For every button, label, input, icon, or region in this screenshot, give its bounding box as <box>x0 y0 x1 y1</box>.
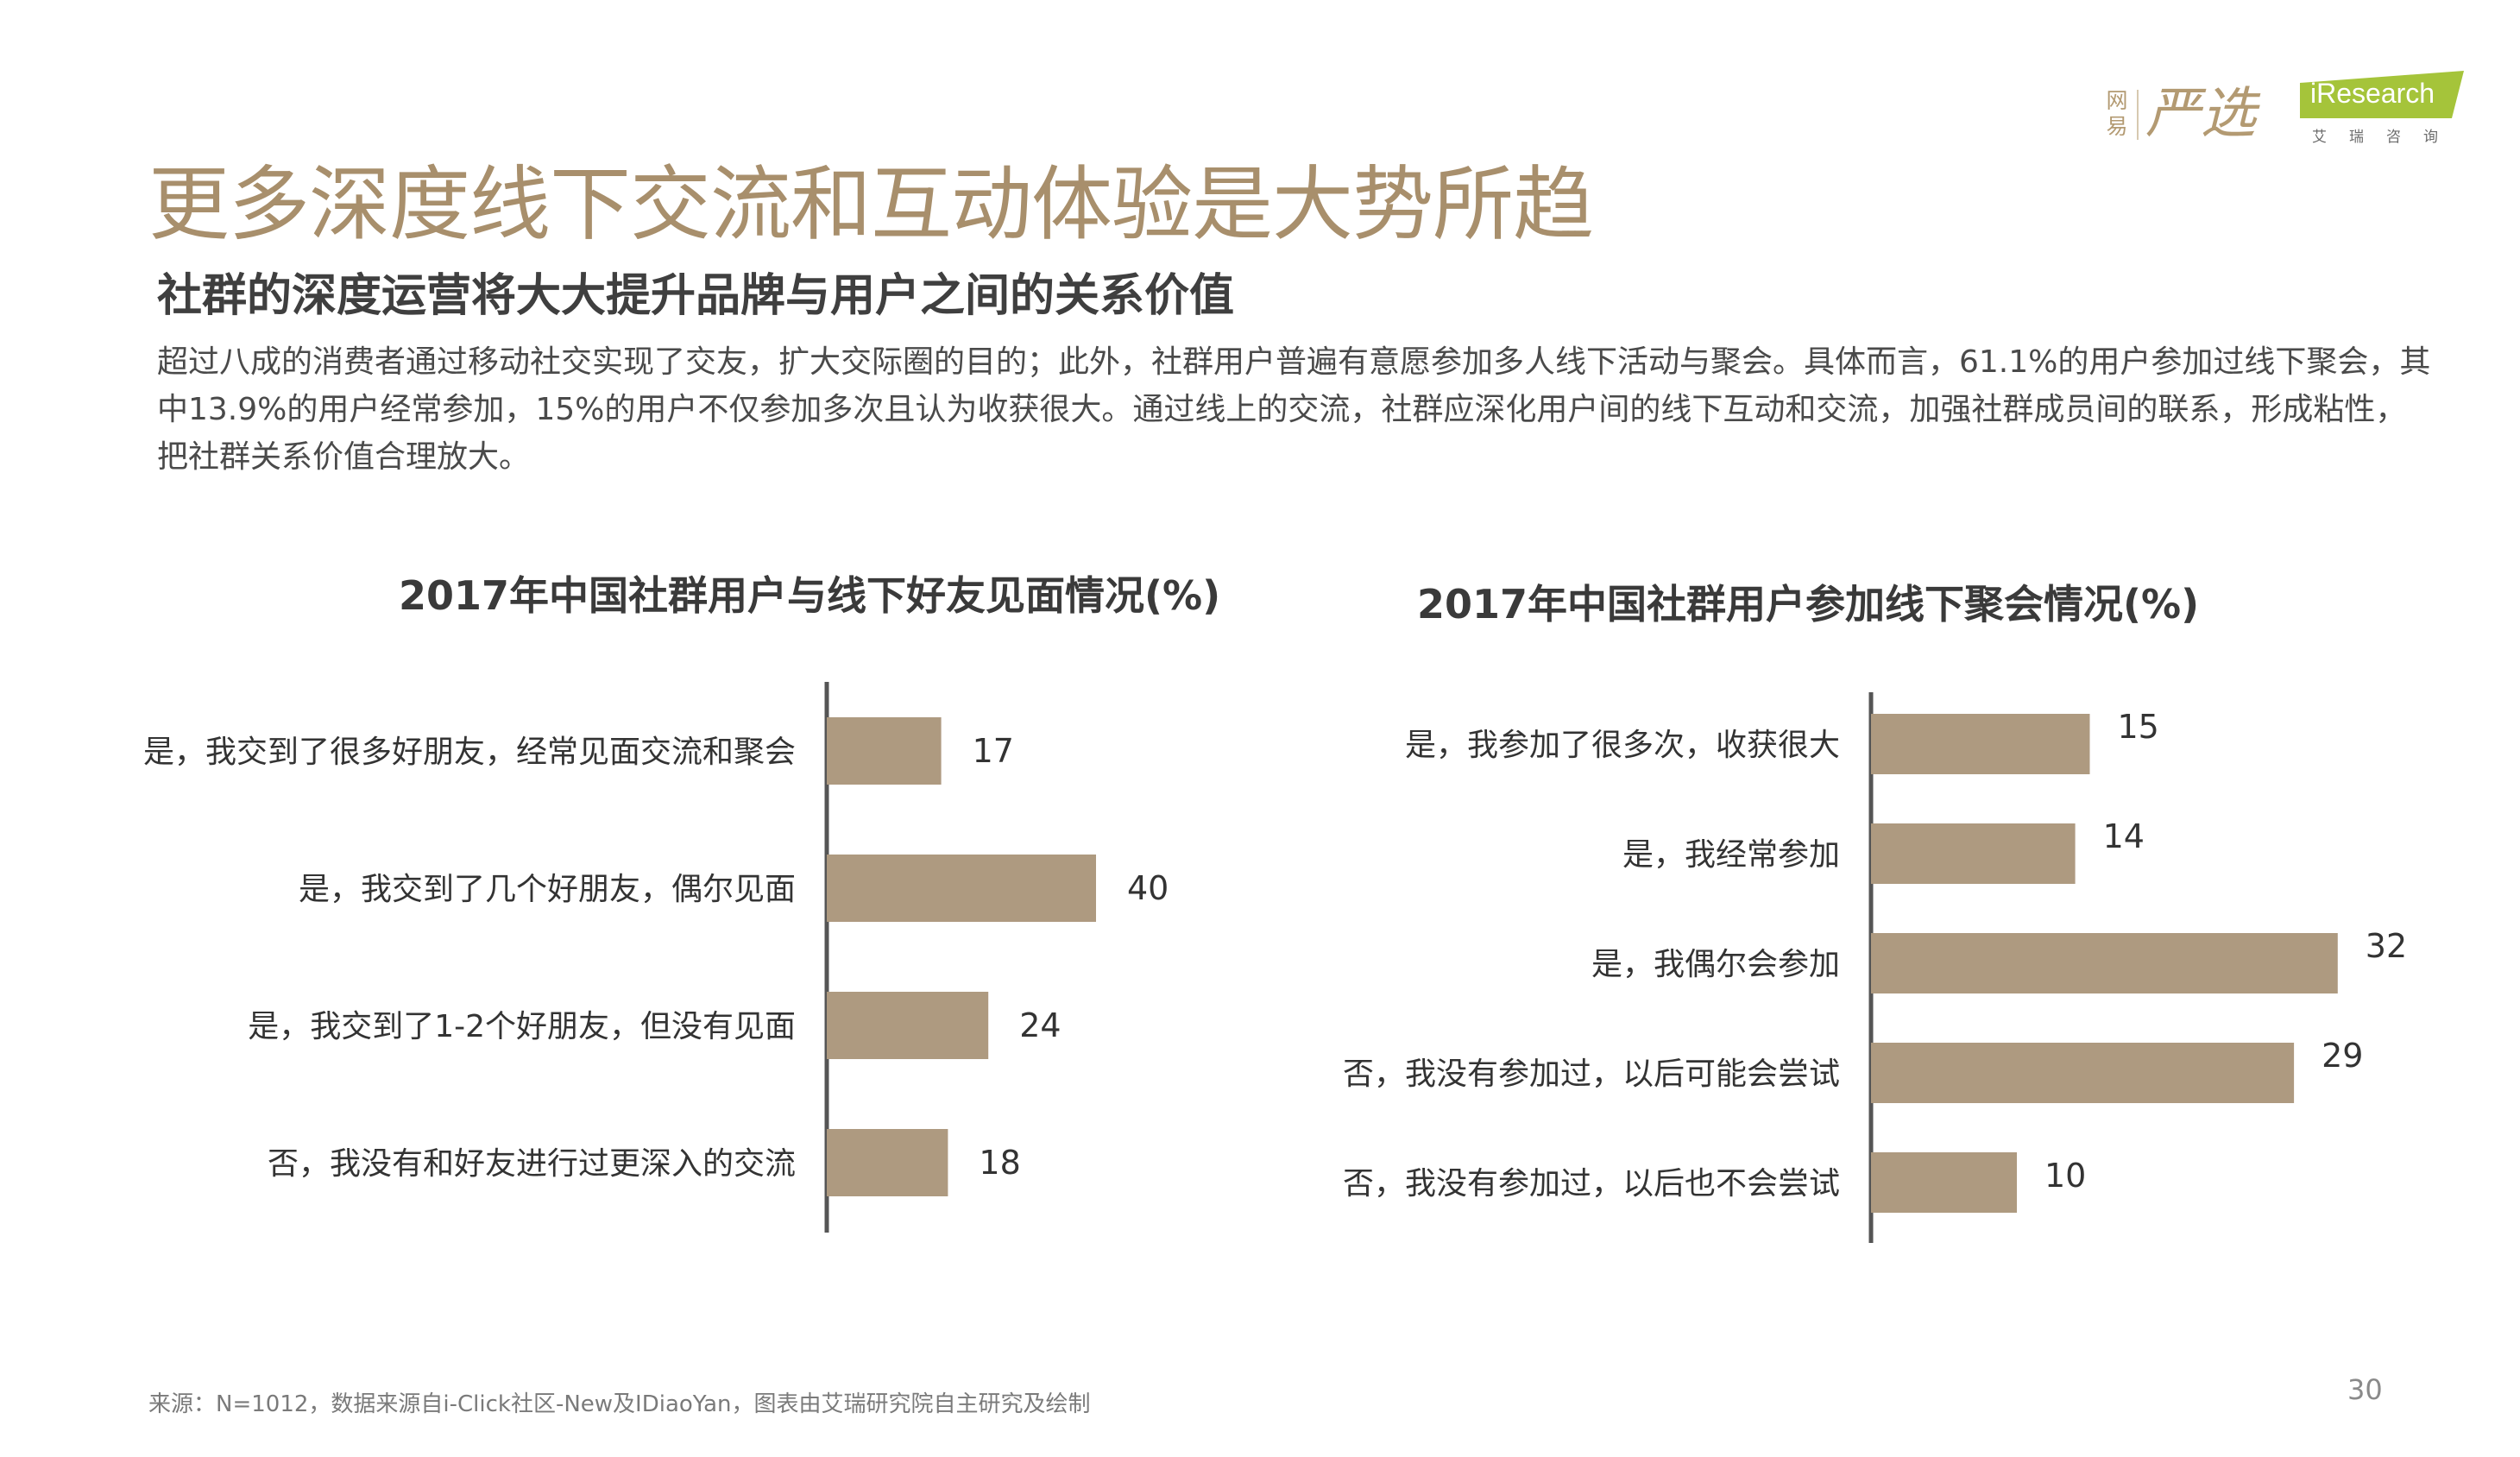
chart-1-value-label-0: 17 <box>973 732 1014 770</box>
chart-1-bar-3 <box>827 1129 948 1196</box>
chart-1-category-label-2: 是，我交到了1-2个好朋友，但没有见面 <box>248 1009 796 1044</box>
chart-2-value-label-0: 15 <box>2118 708 2159 746</box>
chart-2-value-label-1: 14 <box>2103 817 2145 855</box>
chart-2-bar-2 <box>1871 933 2338 993</box>
chart-1-value-label-3: 18 <box>979 1144 1020 1182</box>
yanxuan-logo: 网易 严选 <box>2095 79 2268 157</box>
page-number: 30 <box>2347 1373 2383 1406</box>
chart-1-value-label-2: 24 <box>1019 1006 1061 1044</box>
chart-1-bar-2 <box>827 992 989 1059</box>
page-title: 更多深度线下交流和互动体验是大势所趋 <box>148 158 1594 252</box>
chart-2-category-label-2: 是，我偶尔会参加 <box>1591 947 1840 982</box>
iresearch-logo-subtitle: 艾瑞咨询 <box>2312 129 2460 146</box>
yanxuan-logo-big-text: 严选 <box>2145 82 2256 146</box>
chart-2-category-label-4: 否，我没有参加过，以后也不会尝试 <box>1343 1166 1840 1202</box>
chart-2-bar-0 <box>1871 714 2090 774</box>
chart-2-category-label-1: 是，我经常参加 <box>1622 837 1840 873</box>
yanxuan-logo-divider <box>2137 90 2139 140</box>
chart-2-bar-4 <box>1871 1152 2017 1213</box>
iresearch-logo: iResearch 艾瑞咨询 <box>2300 71 2473 153</box>
chart-2-category-label-0: 是，我参加了很多次，收获很大 <box>1405 728 1840 763</box>
iresearch-logo-badge <box>2300 71 2464 118</box>
chart-1-value-label-1: 40 <box>1127 869 1169 907</box>
chart-2-title: 2017年中国社群用户参加线下聚会情况(%) <box>1417 581 2200 628</box>
page-subtitle: 社群的深度运营将大大提升品牌与用户之间的关系价值 <box>157 270 1235 322</box>
chart-1-title: 2017年中国社群用户与线下好友见面情况(%) <box>399 572 1221 619</box>
chart-1-bar-1 <box>827 855 1096 922</box>
chart-2-bar-1 <box>1871 823 2076 884</box>
chart-1-category-label-3: 否，我没有和好友进行过更深入的交流 <box>268 1146 796 1182</box>
chart-2-category-label-3: 否，我没有参加过，以后可能会尝试 <box>1343 1056 1840 1092</box>
chart-2-value-label-3: 29 <box>2322 1037 2363 1075</box>
yanxuan-logo-small-text: 网易 <box>2106 88 2128 139</box>
chart-1-bar-0 <box>827 717 942 785</box>
chart-2-bar-3 <box>1871 1043 2295 1103</box>
chart-2-value-label-2: 32 <box>2366 927 2407 965</box>
chart-1-category-label-0: 是，我交到了很多好朋友，经常见面交流和聚会 <box>143 735 796 770</box>
page-description: 超过八成的消费者通过移动社交实现了交友，扩大交际圈的目的；此外，社群用户普遍有意… <box>157 344 2431 475</box>
source-note: 来源：N=1012，数据来源自i-Click社区-New及IDiaoYan，图表… <box>148 1391 1091 1417</box>
chart-2-value-label-4: 10 <box>2044 1157 2086 1195</box>
iresearch-logo-name: iResearch <box>2310 78 2435 109</box>
chart-1-category-label-1: 是，我交到了几个好朋友，偶尔见面 <box>299 872 796 907</box>
